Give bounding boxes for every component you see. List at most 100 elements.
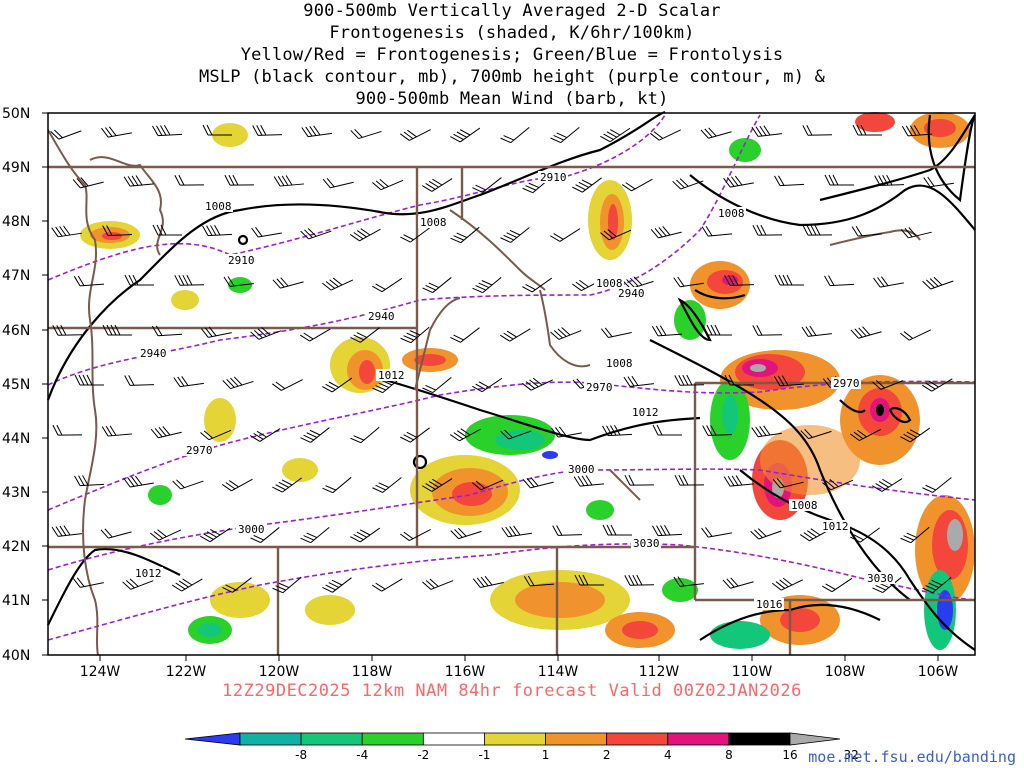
wind-barb [322,476,352,494]
height-label: 2970 [586,381,613,394]
wind-barb [722,577,754,589]
lat-tick-label: 43N [2,485,30,501]
wind-barb [872,478,903,492]
lat-tick-label: 49N [2,160,30,176]
wind-barb [752,325,783,336]
colorbar: -8 -4 -2 -1 1 2 4 8 16 32 [184,732,859,762]
wind-barb [202,225,233,237]
wind-barb [773,375,805,387]
lat-tick-label: 40N [2,648,30,664]
wind-barb [102,324,133,336]
wind-barb [900,526,930,544]
wind-barb [472,377,503,393]
wind-barb [322,377,353,393]
wind-barb [74,374,105,386]
wind-barb [152,125,183,137]
wind-barb [202,124,233,136]
colorbar-swatch [300,732,363,746]
wind-barb [872,577,902,594]
wind-barb [422,178,453,192]
lon-tick-label: 116W [445,664,486,680]
wind-barb [700,127,732,139]
wind-barb [400,529,431,541]
mslp-label: 1012 [135,567,162,580]
wind-barb [51,525,82,537]
wind-barb [574,574,605,586]
wind-barb [674,474,705,486]
wind-barb [400,427,430,443]
wind-barb [200,429,232,441]
wind-barb [602,425,633,437]
wind-barb [500,429,532,440]
wind-barb [500,328,531,342]
wind-barb [522,377,554,391]
height-labels: 2910 2910 2940 2940 2940 2970 2970 2970 … [138,171,895,585]
wind-barb [922,276,954,290]
colorbar-swatch [667,732,730,746]
wind-barb [322,277,354,291]
title-line-3: Yellow/Red = Frontogenesis; Green/Blue =… [240,45,784,65]
height-label: 2940 [618,287,645,300]
wind-barb [723,475,754,487]
wind-barb [250,428,281,442]
wind-barb [400,227,430,243]
colorbar-tick-label: -8 [295,748,307,762]
colorbar-tick-label: 1 [542,748,550,762]
wind-barb [300,427,330,443]
wind-barb [650,226,682,239]
lon-tick-label: 114W [538,664,579,680]
wind-barb [550,228,581,242]
wind-barb [801,325,832,337]
wind-barb [751,425,782,438]
lat-tick-label: 50N [2,106,30,122]
wind-barb [824,174,855,186]
lon-tick-label: 110W [732,664,773,680]
height-label: 2910 [540,171,567,184]
wind-barb [702,324,733,336]
latitude-axis: 50N 49N 48N 47N 46N 45N 44N 43N 42N 41N … [2,106,48,664]
wind-barb [422,578,454,590]
wind-barb [873,276,904,288]
lon-tick-label: 106W [918,664,959,680]
wind-barb [750,528,782,540]
wind-barb [173,376,204,388]
wind-barb [50,129,82,140]
wind-barb [174,274,205,286]
wind-barb [852,124,883,136]
wind-barb [751,125,782,137]
colorbar-tick-label: -1 [478,748,490,762]
mslp-label: 1012 [822,520,849,533]
colorbar-high-arrow [789,732,841,746]
height-label: 2940 [140,347,167,360]
credit-link[interactable]: moe.met.fsu.edu/banding [808,748,1016,766]
wind-barb [623,375,654,387]
height-label: 3000 [568,463,595,476]
wind-barb [73,275,105,287]
wind-barb [901,125,933,137]
wind-barb [824,275,855,287]
wind-barb [774,175,805,187]
wind-barb [51,225,82,238]
wind-barb [172,479,204,490]
wind-barb [851,225,882,237]
wind-barb [472,276,502,294]
lon-tick-label: 120W [259,664,300,680]
mslp-label: 1008 [596,277,623,290]
wind-barb [900,427,931,443]
colorbar-swatch [239,732,302,746]
wind-barb [850,429,881,441]
wind-barb [272,576,302,594]
wind-barb [300,526,330,544]
wind-barb [150,529,182,541]
wind-barb [772,577,804,591]
wind-barb [650,129,682,141]
wind-barb [472,479,504,491]
lon-tick-label: 122W [166,664,207,680]
wind-barb [922,576,952,594]
wind-barb [272,477,302,493]
wind-barb [273,175,304,187]
mslp-labels: 1008 1008 1008 1008 1008 1012 1012 1012 … [133,200,850,611]
wind-barb [422,277,452,294]
lon-tick-label: 124W [80,664,121,680]
